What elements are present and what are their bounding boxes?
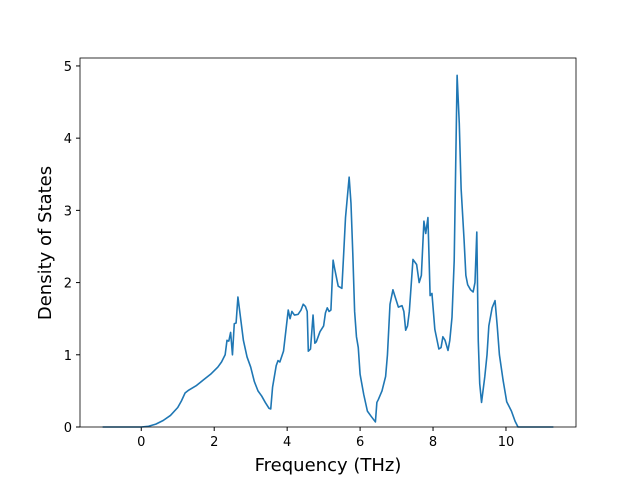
x-tick-label: 6 (356, 435, 364, 450)
x-tick-label: 2 (210, 435, 218, 450)
y-tick-label: 2 (64, 277, 72, 292)
x-tick-label: 10 (498, 435, 515, 450)
line (102, 74, 554, 428)
plot-frame (79, 57, 577, 428)
y-tick-label: 0 (64, 421, 72, 436)
y-axis-label: Density of States (35, 166, 56, 320)
x-tick-label: 0 (137, 435, 145, 450)
y-tick-label: 4 (64, 132, 72, 147)
x-tick-label: 8 (429, 435, 437, 450)
y-tick-label: 5 (64, 60, 72, 75)
y-tick-label: 3 (64, 204, 72, 219)
x-tick-label: 4 (283, 435, 291, 450)
x-axis-label: Frequency (THz) (255, 455, 402, 476)
y-tick-label: 1 (64, 349, 72, 364)
